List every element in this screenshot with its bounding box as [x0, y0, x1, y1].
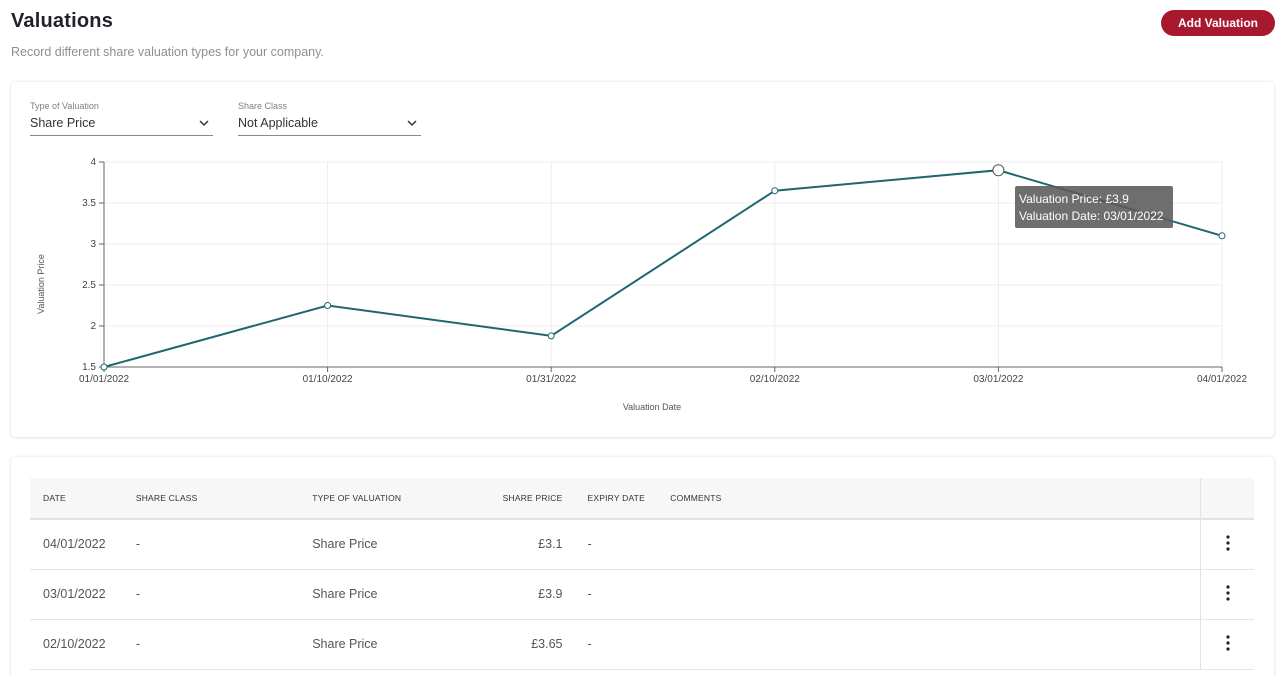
x-tick-label: 03/01/2022	[973, 374, 1023, 385]
y-tick-label: 4	[90, 157, 96, 168]
x-tick-label: 04/01/2022	[1197, 374, 1247, 385]
cell-share-class: -	[135, 519, 313, 570]
data-point[interactable]	[771, 187, 779, 195]
column-header-share-class[interactable]: SHARE CLASS	[135, 493, 198, 503]
share-class-value: Not Applicable	[238, 116, 318, 130]
cell-share-price: £3.65	[461, 619, 565, 670]
valuations-table: DATE SHARE CLASS TYPE OF VALUATION SHARE…	[30, 478, 1254, 670]
cell-type: Share Price	[312, 619, 462, 670]
page-subtitle: Record different share valuation types f…	[11, 45, 324, 59]
table-row: 03/01/2022 - Share Price £3.9 -	[30, 569, 1254, 620]
x-tick-label: 01/31/2022	[526, 374, 576, 385]
data-point[interactable]	[547, 332, 555, 340]
y-tick-label: 3.5	[82, 198, 96, 209]
more-options-icon[interactable]	[1218, 633, 1238, 653]
chevron-down-icon	[407, 120, 417, 127]
valuations-table-card: DATE SHARE CLASS TYPE OF VALUATION SHARE…	[11, 457, 1274, 675]
cell-date: 03/01/2022	[30, 569, 136, 620]
table-row: 02/10/2022 - Share Price £3.65 -	[30, 619, 1254, 670]
column-header-date[interactable]: DATE	[43, 493, 66, 503]
column-header-expiry-date[interactable]: EXPIRY DATE	[587, 493, 645, 503]
cell-date: 04/01/2022	[30, 519, 136, 570]
cell-type: Share Price	[312, 569, 462, 620]
data-point[interactable]	[1218, 232, 1226, 240]
chart-tooltip: Valuation Price: £3.9 Valuation Date: 03…	[1015, 186, 1173, 228]
valuation-type-label: Type of Valuation	[30, 101, 99, 111]
cell-comments	[670, 519, 1201, 570]
cell-type: Share Price	[312, 519, 462, 570]
cell-expiry-date: -	[564, 619, 671, 670]
column-header-type[interactable]: TYPE OF VALUATION	[312, 493, 402, 503]
tooltip-price: Valuation Price: £3.9	[1019, 192, 1129, 206]
data-point-highlighted[interactable]	[992, 164, 1005, 177]
x-tick-label: 01/10/2022	[303, 374, 353, 385]
page-title: Valuations	[11, 10, 114, 32]
y-tick-label: 1.5	[82, 362, 96, 373]
cell-share-price: £3.9	[461, 569, 565, 620]
series-line	[103, 169, 1223, 368]
x-axis-label: Valuation Date	[623, 402, 681, 412]
tooltip-date: Valuation Date: 03/01/2022	[1019, 209, 1164, 223]
cell-date: 02/10/2022	[30, 619, 136, 670]
chart-card: Type of Valuation Share Price Share Clas…	[11, 82, 1274, 437]
cell-expiry-date: -	[564, 519, 671, 570]
cell-actions	[1200, 619, 1254, 670]
cell-share-price: £3.1	[461, 519, 565, 570]
y-tick-label: 2.5	[82, 280, 96, 291]
table-row: 04/01/2022 - Share Price £3.1 -	[30, 519, 1254, 570]
cell-share-class: -	[135, 569, 313, 620]
table-header-row: DATE SHARE CLASS TYPE OF VALUATION SHARE…	[30, 478, 1254, 519]
column-header-actions	[1200, 478, 1254, 519]
data-point[interactable]	[324, 302, 332, 309]
share-class-select[interactable]: Share Class Not Applicable	[238, 101, 421, 136]
cell-expiry-date: -	[564, 569, 671, 620]
valuation-type-select[interactable]: Type of Valuation Share Price	[30, 101, 213, 136]
valuation-type-value: Share Price	[30, 116, 96, 130]
cell-share-class: -	[135, 619, 313, 670]
valuation-line-chart: 1.5 2 2.5 3 3.5 4 01/01/2022 01/10/2022 01/31/2…	[36, 157, 1247, 412]
column-header-comments[interactable]: COMMENTS	[670, 493, 722, 503]
page-header: Valuations Record different share valuat…	[11, 10, 1275, 70]
y-tick-label: 2	[90, 321, 96, 332]
cell-actions	[1200, 569, 1254, 620]
chevron-down-icon	[199, 120, 209, 127]
y-axis-label: Valuation Price	[36, 254, 46, 314]
data-point[interactable]	[100, 363, 108, 371]
cell-comments	[670, 619, 1201, 670]
more-options-icon[interactable]	[1218, 533, 1238, 553]
y-tick-label: 3	[90, 239, 96, 250]
x-tick-label: 01/01/2022	[79, 374, 129, 385]
share-class-label: Share Class	[238, 101, 288, 111]
cell-actions	[1200, 519, 1254, 570]
more-options-icon[interactable]	[1218, 583, 1238, 603]
x-tick-label: 02/10/2022	[750, 374, 800, 385]
cell-comments	[670, 569, 1201, 620]
add-valuation-button[interactable]: Add Valuation	[1161, 10, 1275, 36]
column-header-share-price[interactable]: SHARE PRICE	[502, 493, 563, 503]
